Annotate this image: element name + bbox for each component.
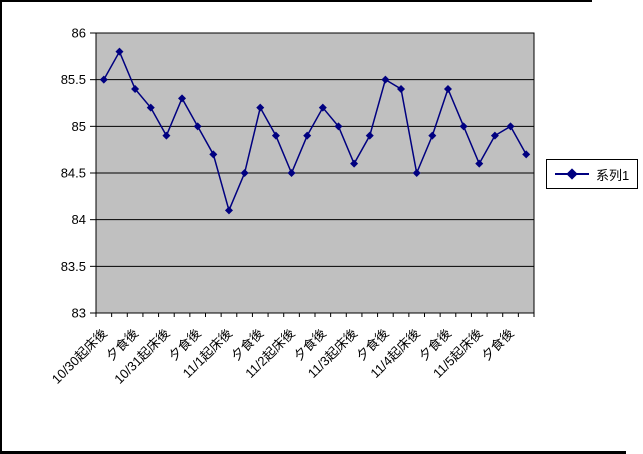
legend-series-marker xyxy=(555,168,589,180)
y-axis-label: 84 xyxy=(72,212,86,227)
data-point xyxy=(209,150,218,159)
data-point xyxy=(428,131,437,140)
data-point xyxy=(240,169,249,177)
data-point xyxy=(475,159,484,168)
data-point xyxy=(365,131,374,140)
y-axis-label: 86 xyxy=(72,26,86,41)
data-point xyxy=(459,122,468,131)
x-axis-label: 10/30起床後 xyxy=(49,326,110,387)
window-border-bottom xyxy=(0,451,626,454)
y-axis-label: 84.5 xyxy=(61,166,86,181)
y-axis-label: 85.5 xyxy=(61,72,86,87)
data-point xyxy=(334,122,343,131)
legend: 系列1 xyxy=(546,159,638,189)
y-axis-label: 85 xyxy=(72,119,86,134)
data-point xyxy=(131,85,140,93)
data-point xyxy=(412,169,421,177)
data-point xyxy=(303,131,312,140)
data-point xyxy=(506,122,515,131)
data-point xyxy=(350,159,359,168)
data-point xyxy=(271,131,280,140)
diamond-marker-icon xyxy=(566,168,578,180)
data-point xyxy=(490,131,499,140)
data-point xyxy=(287,169,296,177)
data-point xyxy=(397,85,406,93)
legend-series-label: 系列1 xyxy=(596,167,630,183)
data-point xyxy=(318,103,327,112)
data-point xyxy=(443,85,452,93)
data-point xyxy=(146,103,155,112)
data-point xyxy=(381,75,390,84)
data-point xyxy=(162,131,171,140)
data-point xyxy=(224,206,233,215)
data-point xyxy=(178,94,187,103)
data-point xyxy=(193,122,202,131)
window-border-left xyxy=(0,0,2,454)
data-point xyxy=(256,103,265,112)
data-point xyxy=(99,75,108,84)
series-line xyxy=(103,49,527,213)
y-axis-label: 83 xyxy=(72,306,86,321)
data-point xyxy=(522,150,531,159)
y-axis-label: 83.5 xyxy=(61,259,86,274)
x-axis-label: 夕食後 xyxy=(478,326,516,364)
window-border-top xyxy=(0,0,592,2)
data-point xyxy=(115,47,124,56)
